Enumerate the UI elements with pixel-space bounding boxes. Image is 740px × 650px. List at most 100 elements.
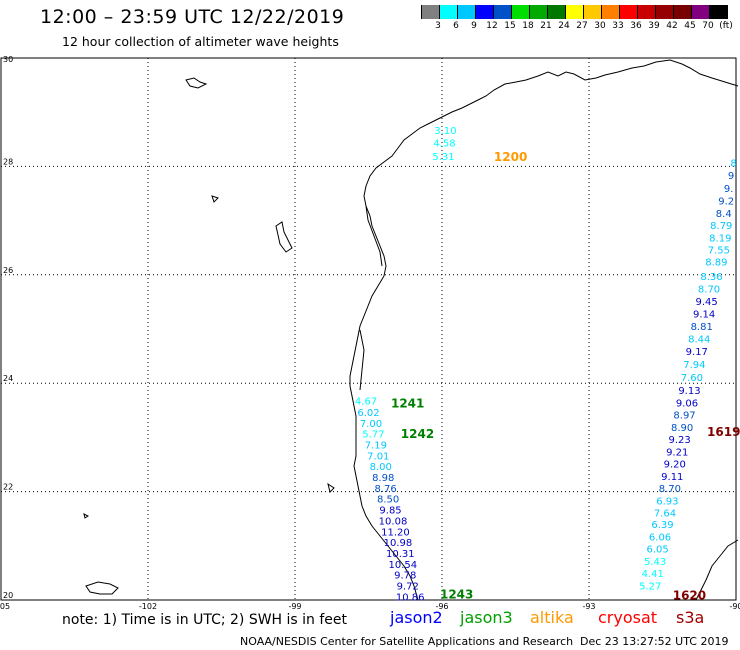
scale-label: 3 [435, 21, 441, 31]
swh-label: 10.98 [384, 538, 413, 549]
scale-swatch [530, 5, 548, 19]
pass-time-label: 1200 [494, 150, 527, 164]
pass-time-label: 1242 [401, 427, 434, 441]
swh-label: 4.58 [433, 139, 455, 150]
swh-label: 5.31 [432, 152, 454, 163]
longitude-label: -90 [729, 602, 740, 611]
scale-label: (ft) [719, 21, 733, 31]
longitude-labels: -105 -102 -99 -96 -93 -90 [0, 602, 740, 611]
swh-label: 9.21 [666, 448, 688, 459]
page-subtitle: 12 hour collection of altimeter wave hei… [62, 34, 339, 49]
swh-label: 8.4 [716, 209, 732, 220]
swh-label: 9.17 [686, 347, 708, 358]
scale-label: 6 [453, 21, 459, 31]
latitude-label: 22 [3, 483, 13, 492]
swh-label: 8.90 [671, 423, 693, 434]
scale-label: 12 [486, 21, 498, 31]
swh-label: 8.50 [377, 495, 399, 506]
swh-label: 8.70 [698, 284, 720, 295]
swh-label: 10.08 [379, 516, 408, 527]
swh-label: 8.89 [705, 257, 727, 268]
swh-label: 9.20 [664, 460, 686, 471]
swh-label: 8.44 [688, 334, 710, 345]
altimeter-tracks: 3.10 4.58 5.31 1200 4.676.027.005.777.197.01… [355, 126, 740, 603]
scale-label: 70 [702, 21, 714, 31]
scale-swatch [674, 5, 692, 19]
swh-label: 6.02 [357, 408, 379, 419]
swh-label: 10.31 [386, 549, 415, 560]
swh-label: 11.20 [381, 527, 410, 538]
swh-label: 10.54 [388, 560, 417, 571]
swh-label: 7.01 [367, 451, 389, 462]
scale-label: 24 [558, 21, 570, 31]
pass-time-label: 1243 [440, 588, 473, 602]
scale-label: 27 [576, 21, 588, 31]
pass-time-label: 1619 [707, 425, 740, 439]
swh-label: 5.27 [639, 581, 661, 592]
swh-label: 9.14 [693, 309, 715, 320]
scale-swatch [656, 5, 674, 19]
legend-jason2: jason2 [390, 608, 443, 627]
swh-label: 8 [730, 159, 736, 170]
legend-altika: altika [530, 608, 574, 627]
scale-label: 9 [471, 21, 477, 31]
coastline [83, 59, 739, 601]
swh-label: 7.00 [360, 419, 382, 430]
scale-swatch [710, 5, 728, 19]
pass-time-label: 1620 [673, 589, 706, 603]
page-title: 12:00 – 23:59 UTC 12/22/2019 [40, 6, 345, 28]
longitude-label: -99 [288, 602, 301, 611]
scale-swatch [476, 5, 494, 19]
swh-label: 7.64 [654, 508, 676, 519]
latitude-label: 26 [3, 266, 13, 275]
swh-label: 6.93 [656, 496, 678, 507]
map-frame [0, 57, 737, 601]
scale-swatch [458, 5, 476, 19]
swh-label: 8.19 [709, 233, 731, 244]
swh-label: 8.76 [375, 484, 397, 495]
latitude-label: 28 [3, 157, 13, 166]
longitude-label: -102 [139, 602, 157, 611]
latitude-labels: 30 28 26 24 22 20 [3, 55, 13, 600]
swh-label: 7.60 [681, 373, 703, 384]
swh-label: 9.85 [379, 506, 401, 517]
graticule [1, 58, 736, 600]
longitude-label: -96 [435, 602, 448, 611]
swh-label: 8.70 [659, 484, 681, 495]
swh-label: 9.23 [669, 435, 691, 446]
swh-label: 8.98 [372, 473, 394, 484]
scale-label: 36 [630, 21, 642, 31]
scale-swatch [440, 5, 458, 19]
swh-label: 8.79 [710, 221, 732, 232]
swh-label: 6.39 [651, 520, 673, 531]
swh-label: 9. [724, 184, 734, 195]
scale-label: 33 [612, 21, 624, 31]
swh-label: 8.00 [370, 462, 392, 473]
swh-label: 5.77 [362, 430, 384, 441]
latitude-label: 24 [3, 374, 13, 383]
pass-time-label: 1241 [391, 396, 424, 410]
latitude-label: 30 [3, 55, 13, 64]
legend-jason3: jason3 [460, 608, 513, 627]
swh-label: 9.45 [695, 297, 717, 308]
footer-note: note: 1) Time is in UTC; 2) SWH is in fe… [62, 612, 348, 628]
scale-swatch [602, 5, 620, 19]
swh-label: 9.06 [676, 398, 698, 409]
scale-swatch [692, 5, 710, 19]
footer-timestamp: Dec 23 13:27:52 UTC 2019 [580, 635, 729, 648]
scale-swatch [494, 5, 512, 19]
swh-label: 9.72 [397, 581, 419, 592]
latitude-label: 20 [3, 591, 13, 600]
swh-label: 9.11 [661, 472, 683, 483]
color-scale [421, 5, 728, 19]
scale-swatch [566, 5, 584, 19]
swh-label: 3.10 [434, 126, 456, 137]
scale-label: 39 [648, 21, 660, 31]
legend-cryosat: cryosat [598, 608, 658, 627]
legend-s3a: s3a [676, 608, 705, 627]
swh-label: 10.86 [396, 592, 425, 603]
swh-label: 6.05 [646, 545, 668, 556]
swh-label: 8.36 [700, 272, 722, 283]
swh-label: 8.81 [691, 322, 713, 333]
